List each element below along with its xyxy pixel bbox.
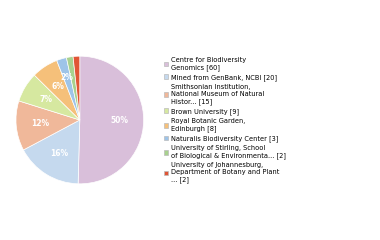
Legend: Centre for Biodiversity
Genomics [60], Mined from GenBank, NCBI [20], Smithsonia: Centre for Biodiversity Genomics [60], M…	[163, 56, 287, 184]
Wedge shape	[78, 56, 144, 184]
Wedge shape	[19, 75, 80, 120]
Wedge shape	[57, 58, 80, 120]
Wedge shape	[34, 60, 80, 120]
Text: 12%: 12%	[31, 119, 49, 128]
Wedge shape	[66, 56, 80, 120]
Text: 50%: 50%	[110, 116, 128, 125]
Text: 6%: 6%	[52, 82, 65, 91]
Wedge shape	[24, 120, 80, 184]
Text: 2%: 2%	[60, 73, 73, 82]
Text: 16%: 16%	[50, 149, 68, 158]
Text: 7%: 7%	[40, 95, 52, 104]
Wedge shape	[73, 56, 80, 120]
Wedge shape	[16, 101, 80, 150]
